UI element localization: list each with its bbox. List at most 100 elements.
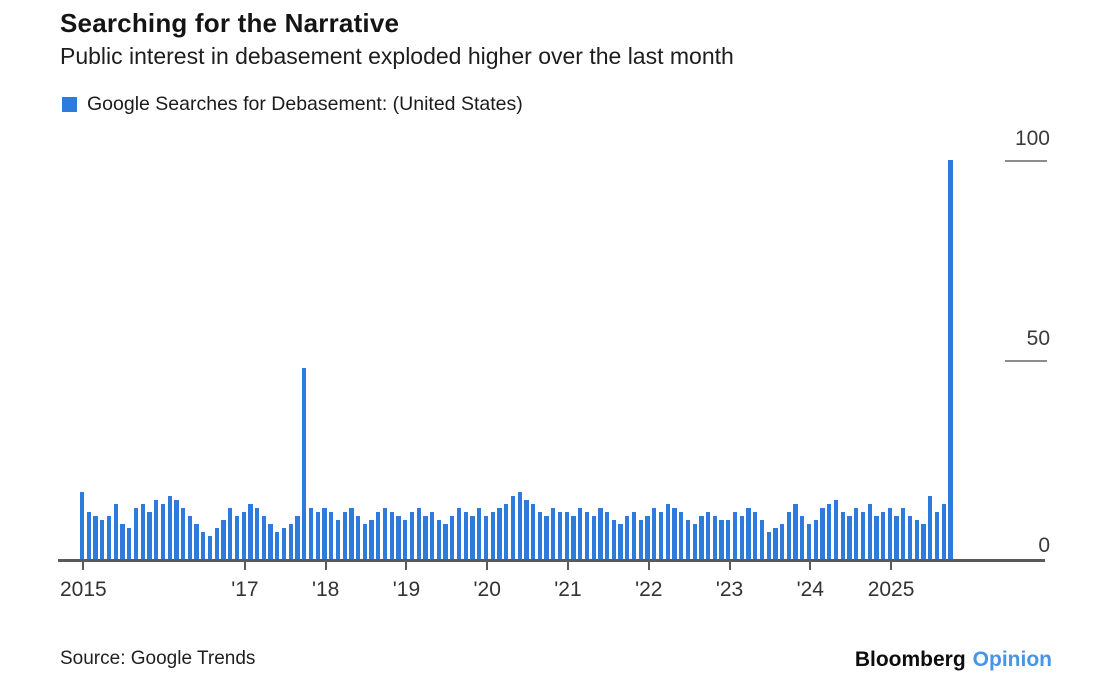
bar [833,500,839,560]
x-tick-22 [647,561,650,570]
bar [167,496,172,560]
bar [551,508,556,560]
bar [860,512,866,560]
bar [295,516,300,560]
bar [382,508,388,560]
x-tick-19 [405,561,408,570]
bar [914,520,919,560]
y-tick-line-100 [1005,160,1047,162]
bar [820,508,825,560]
x-tick-label-20: '20 [473,578,501,601]
bar [174,500,179,560]
bar [275,532,280,560]
x-tick-label-24: '24 [796,578,824,601]
y-tick-line-50 [1005,360,1047,362]
x-tick-2025 [890,561,893,570]
bar [665,504,670,560]
bar [160,504,166,560]
bar [113,504,118,560]
x-tick-2015 [82,561,85,570]
branding: Bloomberg Opinion [855,648,1052,672]
bar [100,520,105,560]
y-tick-label-0: 0 [1038,534,1050,557]
bar [813,520,818,560]
x-tick-label-21: '21 [554,578,582,601]
bar [638,520,643,560]
bar [308,508,314,560]
x-tick-label-2025: 2025 [867,578,915,601]
bar [928,496,933,560]
y-tick-label-50: 50 [1026,327,1050,350]
bar [685,520,691,560]
bar [618,524,623,560]
bar [699,516,704,560]
bar [800,516,805,560]
bar [436,520,442,560]
bar [133,508,139,560]
bar [261,516,267,560]
bar [874,516,879,560]
bar [625,516,630,560]
bar [880,512,886,560]
y-tick-label-100: 100 [1014,127,1050,150]
bar [389,512,394,560]
bar [187,516,192,560]
bar [948,160,953,560]
bar [86,512,92,560]
bar [423,516,428,560]
bar [780,524,785,560]
bar [288,524,293,560]
bar [584,512,590,560]
bar [631,512,637,560]
legend: Google Searches for Debasement: (United … [62,93,523,116]
bar [342,512,347,560]
bar [207,536,213,560]
bar [490,512,495,560]
bar [80,492,85,560]
bar [658,512,664,560]
x-tick-20 [486,561,489,570]
bar [652,508,657,560]
x-tick-21 [566,561,569,570]
bar [335,520,341,560]
bar [732,512,738,560]
bar [214,528,219,560]
bar [180,508,186,560]
bar [147,512,152,560]
x-tick-label-17: '17 [231,578,259,601]
bloomberg-logo: Bloomberg [854,648,966,671]
bar [497,508,502,560]
bar [726,520,731,560]
bar [483,516,489,560]
bar [806,524,812,560]
bar [793,504,798,560]
bar [719,520,724,560]
bar [355,516,361,560]
bar [93,516,98,560]
bar [504,504,509,560]
x-tick-23 [728,561,731,570]
bar [241,512,246,560]
bar [557,512,563,560]
bar [739,516,744,560]
page-title: Searching for the Narrative [60,8,400,38]
bar [645,516,650,560]
bar [329,512,334,560]
bar [154,500,159,560]
bar [827,504,832,560]
bar [524,500,529,560]
bar [510,496,516,560]
bar [901,508,906,560]
bar [854,508,859,560]
bar [416,508,421,560]
bar [705,512,711,560]
bar [322,508,327,560]
bar [430,512,435,560]
x-tick-17 [243,561,246,570]
bar [941,504,946,560]
bar [672,508,677,560]
bar [921,524,926,560]
x-tick-label-22: '22 [635,578,663,601]
bar [450,516,455,560]
